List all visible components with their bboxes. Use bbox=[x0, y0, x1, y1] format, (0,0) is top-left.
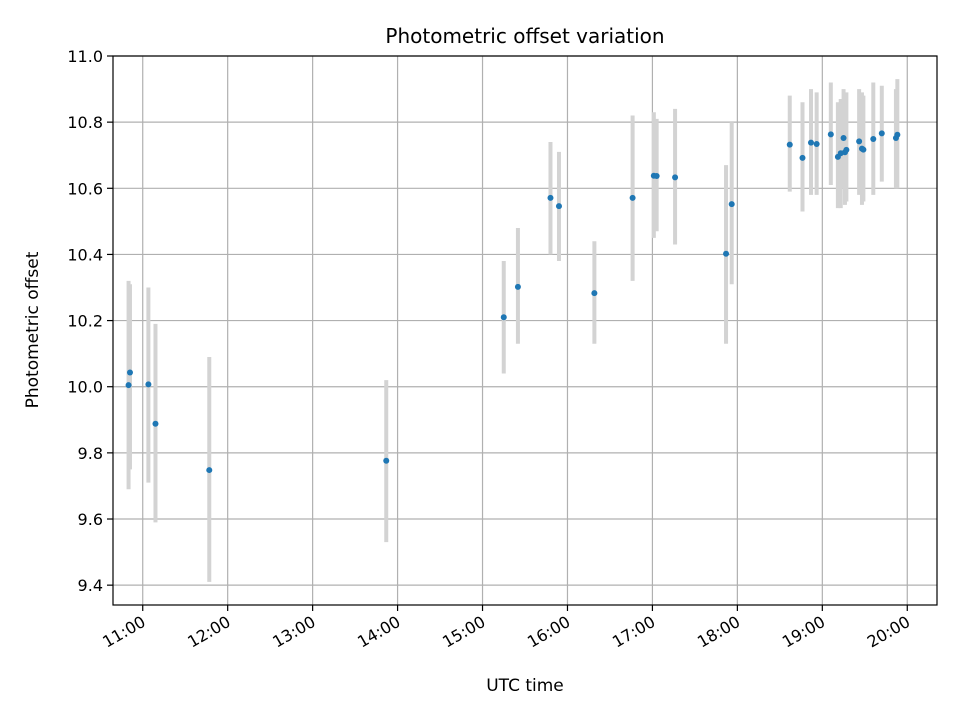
data-point bbox=[856, 138, 863, 145]
data-point bbox=[125, 382, 132, 389]
plot-frame bbox=[112, 55, 938, 606]
y-tick-label: 9.8 bbox=[78, 444, 103, 463]
data-point bbox=[383, 457, 390, 464]
data-point bbox=[878, 130, 885, 137]
y-tick-label: 9.6 bbox=[78, 510, 103, 529]
data-point bbox=[860, 146, 867, 153]
data-point bbox=[723, 250, 730, 257]
y-axis: 9.4 9.6 9.8 10.0 10.2 10.4 10.6 10.8 11.0 bbox=[67, 47, 113, 595]
data-point bbox=[672, 174, 679, 181]
x-axis-title: UTC time bbox=[486, 676, 564, 696]
data-point bbox=[629, 194, 636, 201]
y-tick-label: 10.0 bbox=[67, 378, 103, 397]
data-point bbox=[894, 131, 901, 138]
data-point bbox=[152, 420, 159, 427]
data-point bbox=[206, 467, 213, 474]
data-point bbox=[843, 146, 850, 153]
data-point bbox=[840, 135, 847, 142]
data-point bbox=[728, 201, 735, 208]
y-tick-label: 10.6 bbox=[67, 179, 103, 198]
data-point bbox=[786, 141, 793, 148]
y-axis-title: Photometric offset bbox=[23, 251, 43, 408]
data-point bbox=[827, 131, 834, 138]
y-tick-label: 9.4 bbox=[78, 576, 103, 595]
data-point bbox=[500, 314, 507, 321]
data-point bbox=[145, 381, 152, 388]
chart-title: Photometric offset variation bbox=[385, 24, 664, 48]
data-point bbox=[547, 194, 554, 201]
data-point bbox=[514, 283, 521, 290]
data-point bbox=[807, 139, 814, 146]
data-point bbox=[799, 154, 806, 161]
y-tick-label: 10.2 bbox=[67, 312, 103, 331]
data-point bbox=[555, 203, 562, 210]
y-tick-label: 10.4 bbox=[67, 245, 103, 264]
data-points bbox=[125, 130, 901, 474]
y-tick-label: 10.8 bbox=[67, 113, 103, 132]
data-point bbox=[870, 136, 877, 143]
y-tick-label: 11.0 bbox=[67, 47, 103, 66]
data-point bbox=[591, 290, 598, 297]
data-point bbox=[813, 140, 820, 147]
data-point bbox=[653, 173, 660, 180]
data-point bbox=[126, 369, 133, 376]
